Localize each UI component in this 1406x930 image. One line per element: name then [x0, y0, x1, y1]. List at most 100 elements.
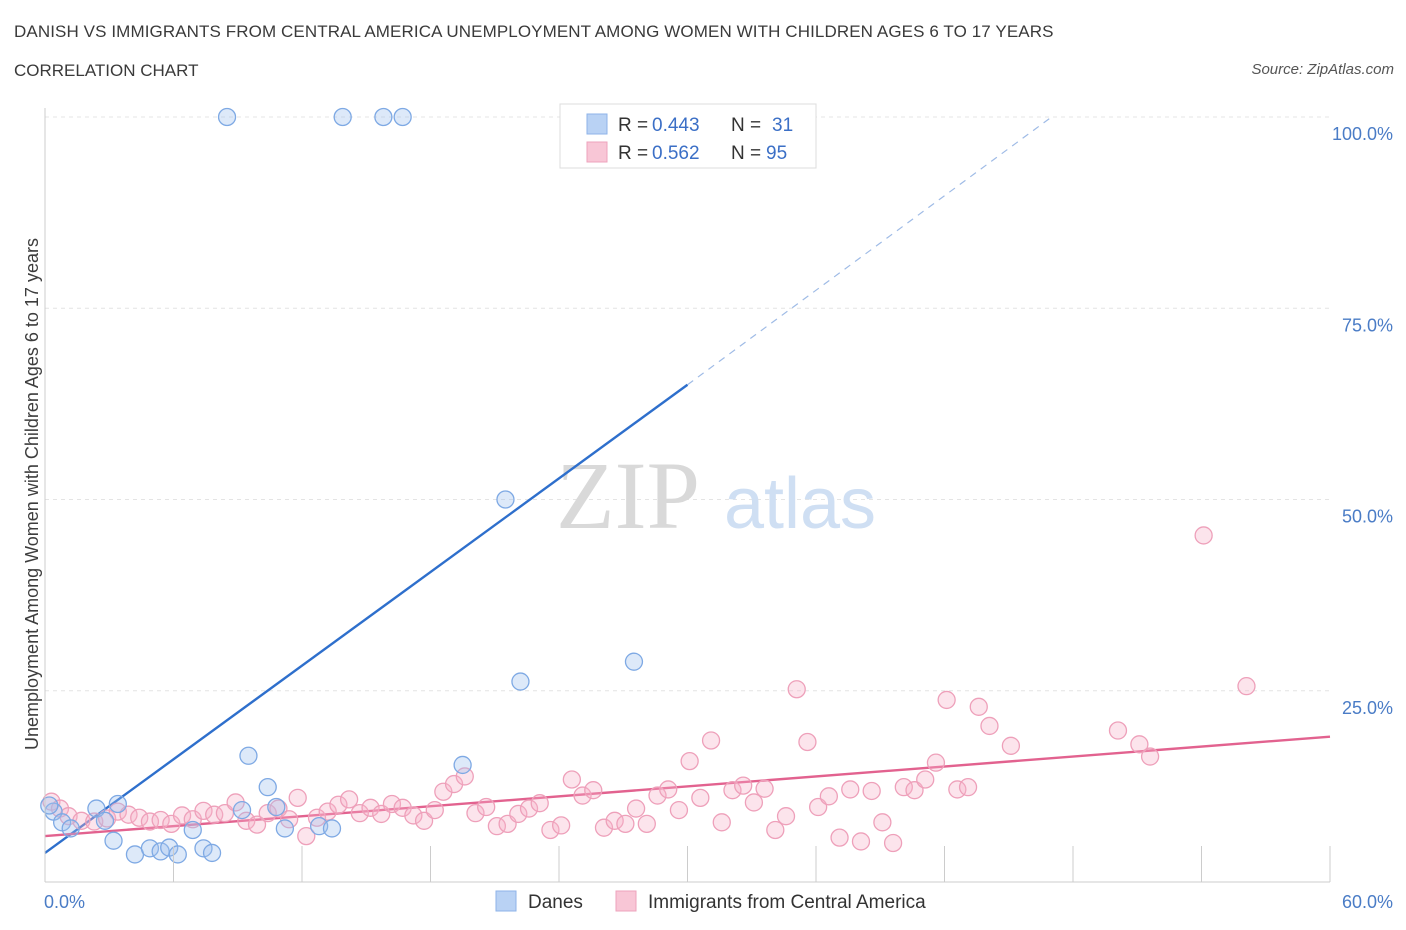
immigrants-point-19 — [247, 815, 267, 834]
immigrants-point-61 — [691, 788, 710, 807]
immigrants-point-55 — [626, 799, 646, 818]
trend-lines — [44, 116, 1331, 854]
immigrants-point-53 — [605, 811, 624, 830]
immigrants-point-52 — [594, 818, 614, 837]
danes-point-24 — [374, 107, 393, 127]
immigrants-point-87 — [969, 697, 988, 716]
correlation-legend: R = 0.443 N = 31 R = 0.562 N = 95 — [559, 103, 817, 169]
immigrants-point-41 — [477, 797, 496, 817]
danes-point-8 — [140, 839, 160, 858]
chart-subtitle: CORRELATION CHART — [14, 61, 199, 80]
immigrants-point-73 — [819, 787, 838, 806]
danes-point-29 — [624, 652, 644, 671]
danes-point-14 — [202, 843, 222, 863]
legend-immigrants-n-label: N = — [731, 143, 761, 164]
grid-lines — [45, 116, 1330, 692]
immigrants-point-36 — [425, 800, 444, 820]
immigrants-point-66 — [744, 793, 764, 812]
danes-point-16 — [232, 800, 252, 820]
immigrants-point-28 — [339, 790, 359, 809]
danes-trend-extension — [687, 116, 1052, 386]
legend-immigrants-r-value: 0.562 — [652, 143, 700, 164]
danes-point-11 — [168, 845, 187, 864]
danes-points — [40, 107, 644, 864]
immigrants-point-75 — [841, 780, 860, 799]
immigrants-points — [42, 526, 1256, 853]
immigrants-point-86 — [958, 777, 978, 797]
danes-point-2 — [61, 819, 80, 838]
immigrants-point-47 — [541, 820, 560, 840]
immigrants-point-40 — [466, 804, 485, 823]
immigrants-point-90 — [1108, 721, 1128, 740]
immigrants-point-29 — [350, 804, 369, 823]
danes-point-6 — [104, 831, 123, 850]
immigrants-point-69 — [776, 807, 796, 826]
immigrants-point-63 — [712, 813, 731, 832]
source-label: Source: ZipAtlas.com — [1251, 61, 1394, 78]
series-legend: Danes Immigrants from Central America — [495, 890, 926, 913]
immigrants-point-64 — [723, 781, 742, 800]
y-tick-labels: 100.0% 75.0% 50.0% 25.0% — [1332, 124, 1393, 718]
immigrants-point-49 — [562, 770, 581, 789]
immigrants-trend-line — [44, 735, 1331, 838]
danes-point-17 — [239, 746, 258, 765]
immigrants-point-51 — [584, 781, 603, 800]
y-tick-label-1: 75.0% — [1342, 315, 1393, 335]
watermark-zip: ZIP — [556, 442, 700, 549]
immigrants-point-34 — [404, 806, 423, 825]
legend-danes-n-label: N = — [731, 115, 761, 136]
immigrants-point-8 — [130, 808, 149, 827]
immigrants-point-89 — [1001, 736, 1021, 755]
immigrants-point-60 — [680, 751, 699, 771]
immigrants-point-39 — [455, 767, 474, 786]
immigrants-point-77 — [862, 781, 881, 801]
immigrants-point-80 — [894, 777, 913, 797]
immigrants-point-32 — [382, 794, 402, 814]
immigrants-point-91 — [1130, 735, 1149, 754]
danes-point-5 — [108, 794, 127, 814]
bottom-legend-immigrants-swatch — [615, 890, 637, 912]
immigrants-point-30 — [361, 798, 380, 817]
y-tick-label-3: 25.0% — [1342, 698, 1393, 718]
immigrants-point-50 — [573, 786, 592, 805]
danes-point-9 — [151, 842, 170, 861]
immigrants-point-84 — [937, 690, 956, 710]
immigrants-point-85 — [948, 780, 967, 799]
immigrants-point-92 — [1140, 747, 1160, 766]
immigrants-point-44 — [509, 804, 528, 824]
danes-trend-line — [44, 383, 689, 854]
immigrants-point-56 — [637, 814, 656, 834]
x-tick-label-min: 0.0% — [44, 892, 85, 912]
danes-point-20 — [275, 819, 295, 838]
immigrants-point-79 — [883, 833, 903, 853]
immigrants-point-46 — [530, 794, 549, 813]
immigrants-point-6 — [108, 802, 127, 821]
legend-immigrants-r-label: R = — [618, 143, 648, 164]
danes-point-26 — [453, 755, 472, 775]
legend-immigrants-swatch — [586, 141, 608, 163]
bottom-legend-danes-swatch — [495, 890, 517, 912]
immigrants-point-10 — [151, 810, 170, 830]
immigrants-point-23 — [288, 788, 307, 807]
immigrants-point-82 — [916, 770, 935, 789]
danes-point-22 — [322, 819, 342, 838]
watermark-atlas: atlas — [724, 464, 876, 544]
legend-danes-r-label: R = — [618, 115, 648, 136]
danes-point-28 — [511, 672, 530, 691]
immigrants-point-94 — [1237, 677, 1256, 696]
y-axis-label: Unemployment Among Women with Children A… — [22, 238, 42, 750]
immigrants-point-45 — [519, 799, 539, 818]
immigrants-point-70 — [787, 680, 806, 699]
danes-point-13 — [194, 839, 213, 858]
immigrants-point-12 — [172, 806, 192, 825]
immigrants-point-58 — [659, 780, 678, 799]
immigrants-point-65 — [734, 776, 753, 795]
danes-point-12 — [183, 820, 202, 840]
immigrants-point-88 — [980, 716, 999, 736]
bottom-legend-immigrants-label: Immigrants from Central America — [648, 892, 926, 913]
immigrants-point-74 — [830, 828, 849, 847]
immigrants-point-83 — [926, 753, 946, 772]
immigrants-point-62 — [701, 731, 721, 750]
legend-danes-swatch — [586, 113, 608, 135]
